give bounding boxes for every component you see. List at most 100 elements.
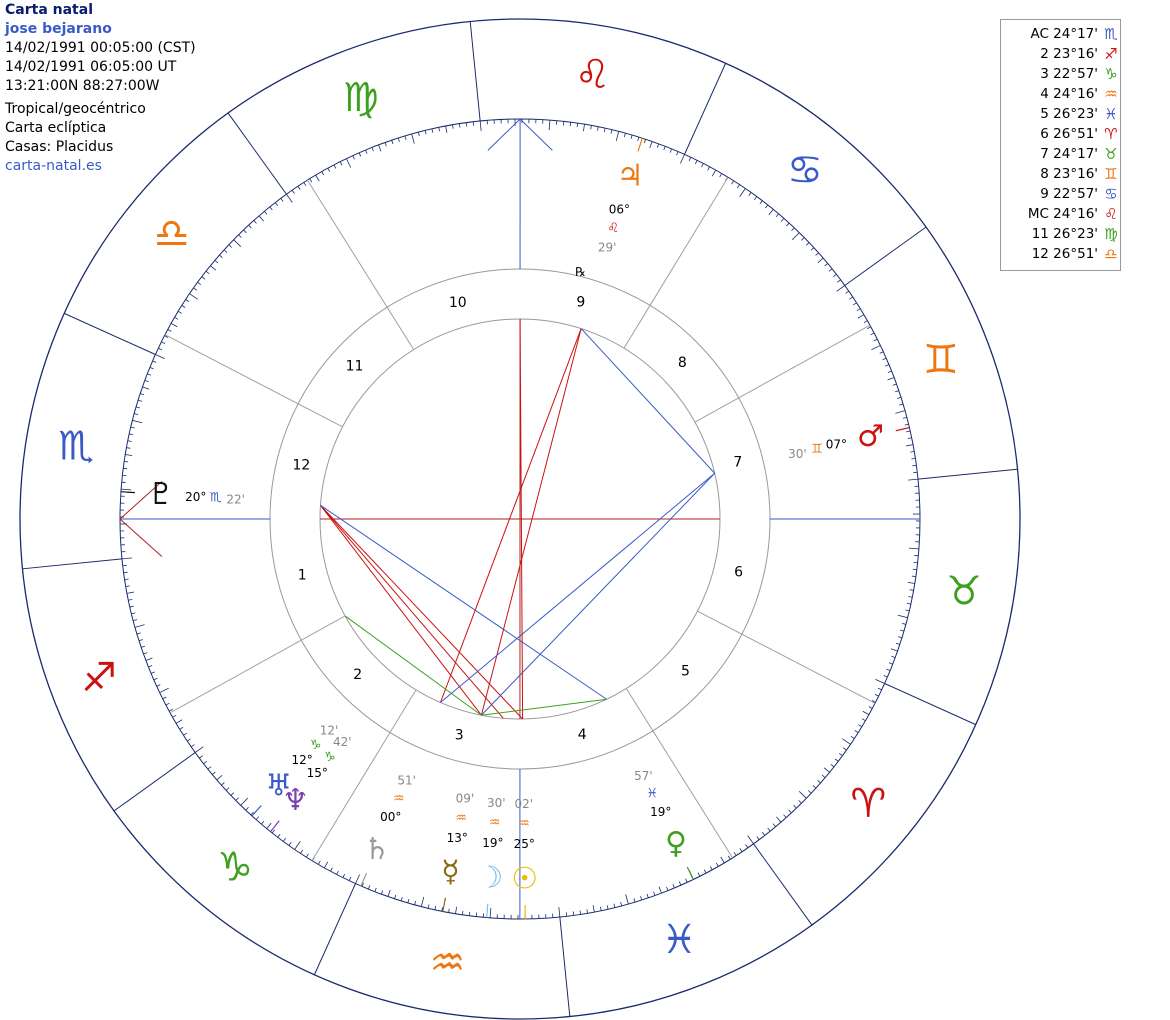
degree-tick [145, 657, 153, 661]
degree-tick [883, 675, 888, 678]
degree-tick [748, 192, 752, 196]
degree-tick [175, 719, 183, 724]
degree-tick [452, 124, 454, 129]
degree-tick [121, 488, 132, 491]
degree-tick [623, 133, 626, 138]
degree-tick [164, 335, 169, 338]
degree-tick [873, 338, 878, 342]
planet-tick [251, 805, 262, 817]
degree-tick [613, 903, 616, 908]
degree-tick [663, 146, 666, 151]
degree-tick [193, 287, 197, 291]
house-table-row: 5 26°23' [1040, 106, 1098, 122]
capricorn-icon: ♑ [217, 844, 253, 890]
degree-tick [801, 237, 805, 241]
degree-tick [124, 460, 129, 463]
degree-tick [703, 869, 707, 874]
degree-tick [297, 186, 301, 190]
site-link[interactable]: carta-natal.es [5, 158, 102, 174]
degree-tick [417, 132, 420, 137]
mercury-minutes: 09' [456, 792, 475, 806]
sign-boundary [64, 312, 156, 355]
degree-tick [891, 655, 896, 659]
degree-tick [879, 351, 884, 354]
degree-tick [455, 906, 457, 914]
degree-tick [685, 878, 688, 883]
degree-tick [130, 426, 135, 429]
aspect-line [440, 472, 716, 703]
mars-degree: 07° [826, 438, 847, 452]
degree-tick [134, 624, 145, 628]
degree-tick [489, 907, 492, 918]
degree-tick [676, 151, 679, 156]
degree-tick [834, 758, 839, 762]
degree-tick [155, 354, 165, 359]
planet-tick [686, 866, 694, 880]
pluto-sign-icon: ♏ [210, 491, 222, 506]
degree-tick [875, 679, 885, 684]
sun-minutes: 02' [514, 797, 533, 811]
moon-sign-icon: ♒ [489, 815, 501, 830]
degree-tick [882, 357, 887, 361]
degree-tick [904, 423, 909, 426]
libra-icon: ♎ [154, 211, 190, 257]
degree-tick [798, 791, 807, 799]
degree-tick [640, 896, 643, 901]
degree-tick [768, 209, 774, 216]
degree-tick [856, 308, 861, 312]
degree-tick [223, 249, 228, 253]
degree-tick [317, 860, 321, 865]
degree-tick [185, 299, 190, 303]
planet-tick [486, 903, 489, 918]
degree-tick [274, 202, 279, 206]
degree-tick [633, 898, 636, 903]
degree-tick [391, 140, 394, 145]
house-number: 5 [681, 663, 690, 679]
uranus-sign-icon: ♑ [310, 738, 322, 753]
degree-tick [352, 155, 355, 160]
aspect-line [439, 328, 582, 703]
mercury-degree: 13° [447, 831, 468, 845]
pluto-icon: ♇ [147, 477, 174, 512]
asc-arrow [119, 518, 163, 558]
house-table-row: 7 24°17' [1040, 146, 1098, 162]
degree-tick [776, 816, 782, 823]
degree-tick [479, 120, 482, 131]
degree-tick [901, 622, 906, 625]
degree-tick [786, 222, 790, 227]
degree-tick [906, 444, 914, 447]
coordinates: 13:21:00N 88:27:00W [5, 78, 160, 94]
planet-tick [360, 872, 368, 887]
degree-tick [906, 602, 911, 605]
house-table-sign-icon: ♌ [1104, 205, 1118, 223]
degree-tick [261, 820, 265, 825]
degree-tick [407, 899, 410, 904]
house-table-row: 8 23°16' [1040, 166, 1098, 182]
degree-tick [144, 379, 149, 383]
degree-tick [374, 887, 377, 892]
house-cusps-table: AC 24°17' ♏ 2 23°16' ♐ 3 22°57' ♑ 4 24°16' ♒ 5 2… [1000, 19, 1121, 271]
degree-tick [871, 345, 881, 351]
degree-tick [767, 827, 771, 832]
degree-tick [420, 896, 425, 907]
degree-tick [761, 832, 766, 836]
house-table-sign-icon: ♎ [1104, 245, 1118, 263]
house-table-row: MC 24°16' [1027, 206, 1098, 222]
degree-tick [887, 370, 892, 373]
sign-boundary [469, 21, 481, 122]
neptune-sign-icon: ♑ [324, 750, 336, 765]
degree-tick [149, 366, 154, 370]
degree-tick [255, 816, 260, 820]
degree-tick [887, 377, 895, 381]
degree-tick [280, 198, 284, 202]
degree-tick [892, 383, 897, 386]
degree-tick [569, 122, 572, 127]
pluto-degree: 20° [185, 490, 206, 504]
degree-tick [230, 792, 235, 796]
degree-tick [908, 478, 919, 481]
scorpio-icon: ♏ [58, 423, 94, 469]
degree-tick [592, 905, 595, 913]
degree-tick [205, 270, 210, 274]
aspect-line [481, 472, 716, 716]
degree-tick [854, 730, 859, 733]
